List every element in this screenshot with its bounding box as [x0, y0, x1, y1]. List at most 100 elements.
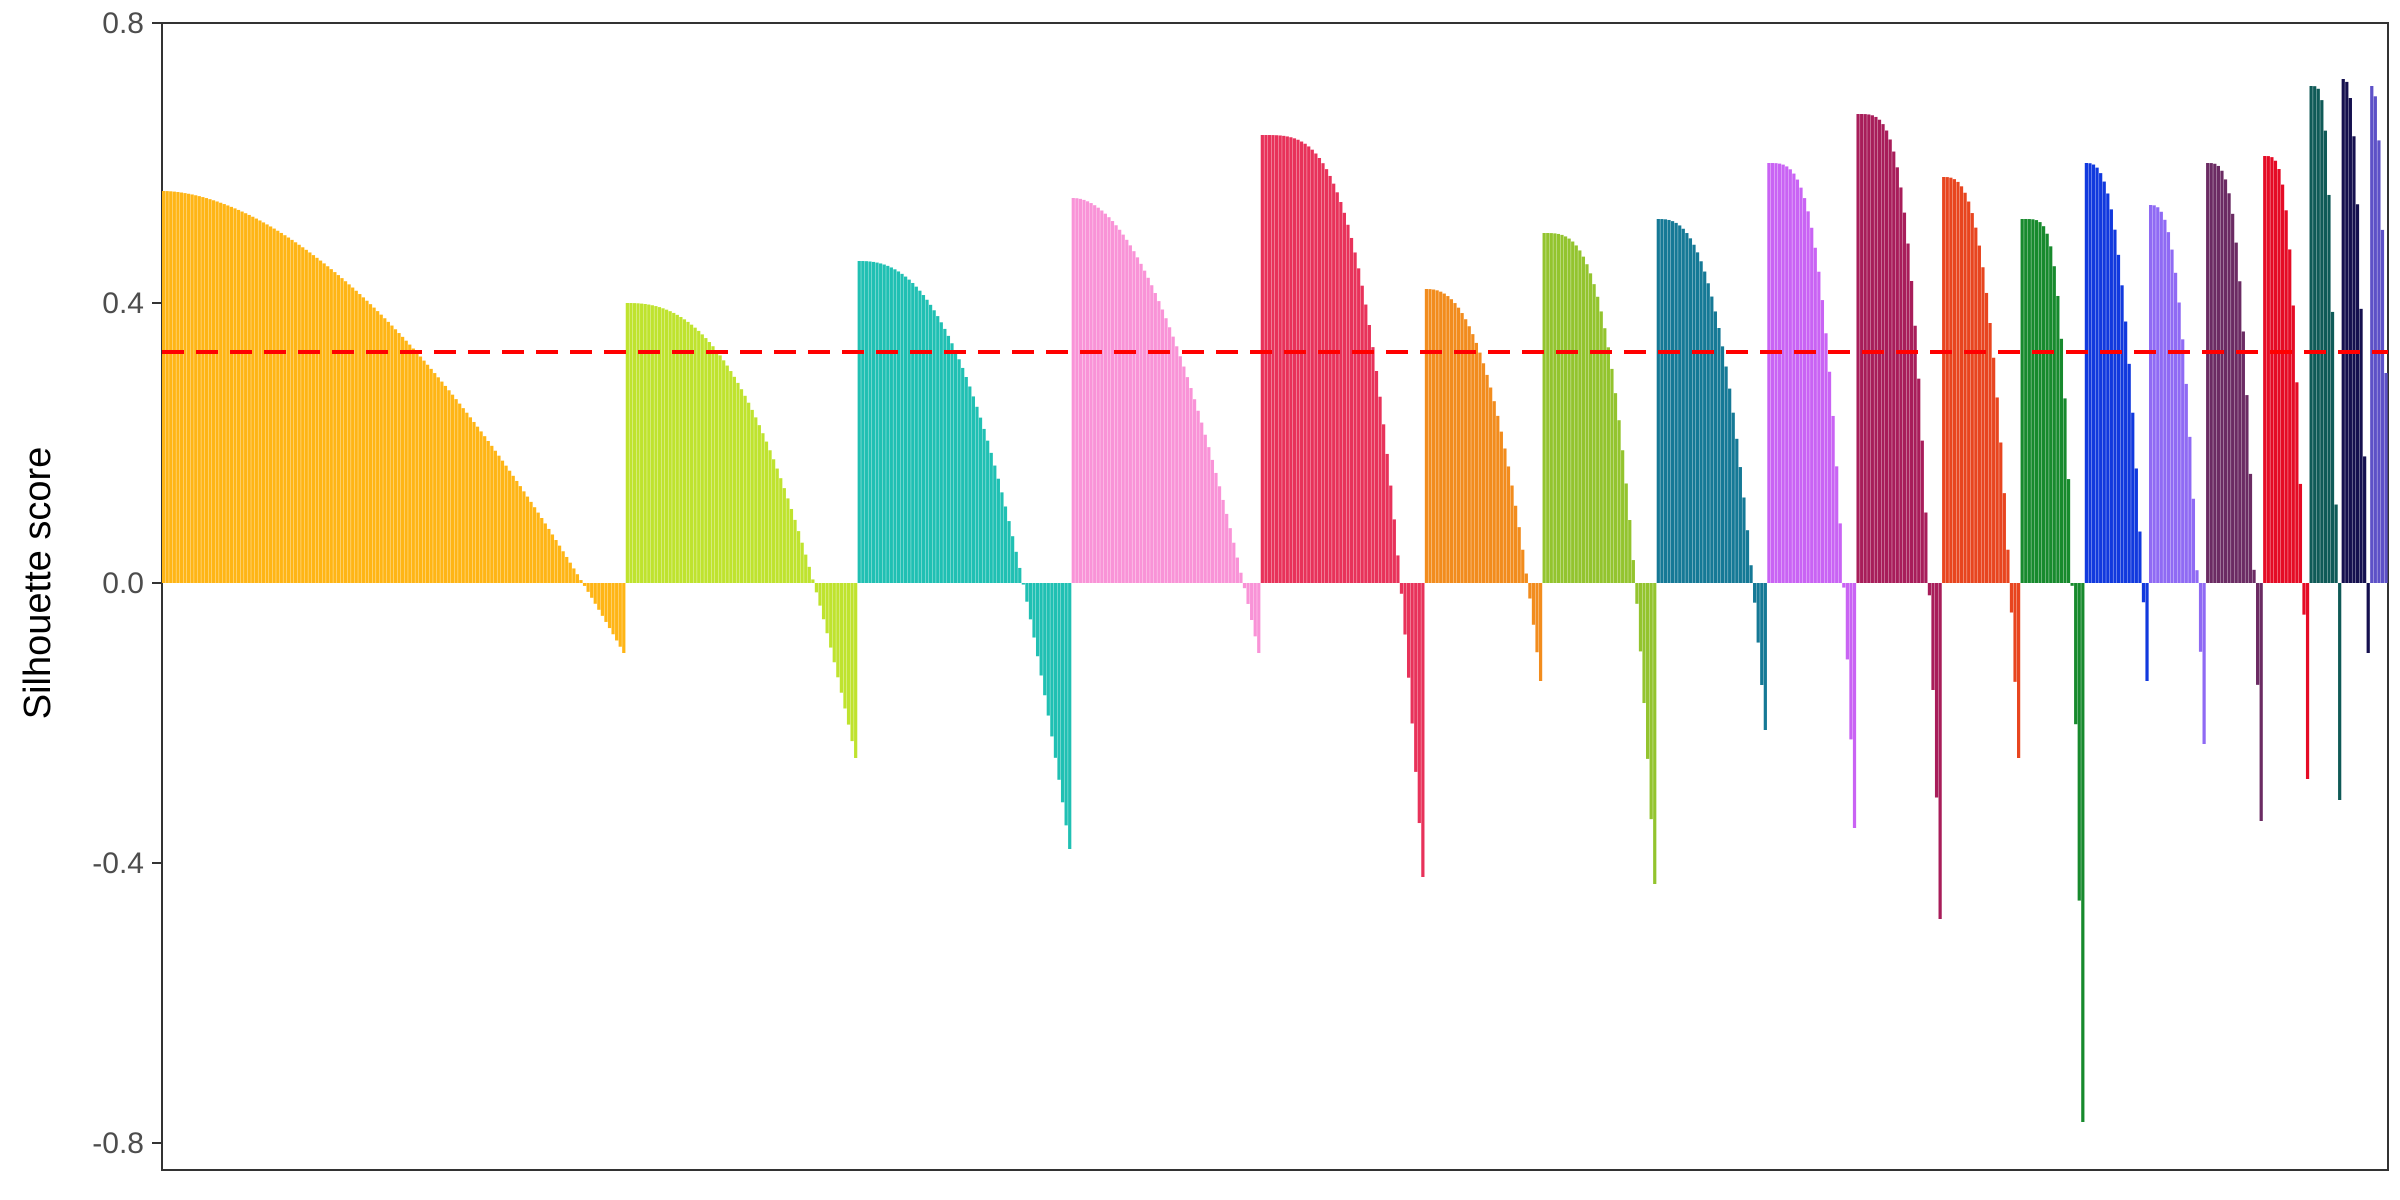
- bar-cluster-3: [1028, 583, 1033, 620]
- bar-cluster-1: [215, 201, 219, 583]
- bar-cluster-3: [871, 261, 876, 583]
- bar-cluster-14: [2202, 583, 2206, 744]
- bar-cluster-2: [786, 498, 790, 583]
- bar-cluster-1: [604, 583, 608, 622]
- bar-cluster-15: [2259, 583, 2263, 821]
- bar-cluster-10: [1856, 114, 1860, 583]
- bar-cluster-4: [1135, 257, 1140, 583]
- bar-cluster-11: [1949, 177, 1953, 584]
- bar-cluster-13: [2141, 583, 2146, 603]
- bar-cluster-5: [1307, 146, 1311, 583]
- bar-cluster-7: [1546, 233, 1550, 583]
- bar-cluster-4: [1125, 239, 1129, 583]
- bar-cluster-5: [1271, 135, 1275, 583]
- bar-cluster-4: [1257, 583, 1261, 653]
- bar-cluster-15: [2209, 163, 2213, 583]
- bar-cluster-6: [1506, 466, 1511, 583]
- bar-cluster-10: [1938, 583, 1942, 919]
- bar-cluster-9: [1849, 583, 1853, 740]
- bar-cluster-4: [1178, 356, 1182, 583]
- bar-cluster-3: [989, 452, 993, 583]
- bar-cluster-3: [900, 273, 904, 583]
- bar-cluster-8: [1728, 388, 1732, 583]
- bar-cluster-8: [1674, 222, 1678, 583]
- bar-cluster-1: [525, 496, 530, 583]
- bar-cluster-6: [1478, 352, 1482, 583]
- bar-cluster-13: [2099, 173, 2103, 583]
- bar-cluster-5: [1410, 583, 1414, 724]
- bar-cluster-10: [1913, 325, 1917, 583]
- bar-cluster-3: [886, 265, 890, 583]
- bar-cluster-4: [1235, 557, 1239, 583]
- bar-cluster-5: [1339, 202, 1343, 583]
- bar-cluster-4: [1221, 499, 1225, 583]
- bar-cluster-1: [211, 200, 216, 583]
- bar-cluster-1: [397, 333, 401, 583]
- bar-cluster-4: [1171, 336, 1175, 583]
- bar-cluster-1: [244, 213, 248, 583]
- bar-cluster-1: [301, 247, 305, 583]
- bar-cluster-10: [1917, 378, 1921, 583]
- bar-cluster-16: [2284, 210, 2288, 583]
- bar-cluster-5: [1310, 149, 1314, 583]
- bar-cluster-8: [1699, 261, 1703, 583]
- bar-cluster-6: [1460, 313, 1464, 583]
- bar-cluster-9: [1817, 271, 1821, 583]
- bar-cluster-3: [1025, 583, 1029, 602]
- bar-cluster-2: [843, 583, 847, 709]
- bar-cluster-1: [607, 583, 612, 629]
- bar-cluster-11: [1999, 442, 2003, 583]
- bar-cluster-11: [2006, 549, 2010, 583]
- bar-cluster-13: [2088, 163, 2092, 584]
- bar-cluster-8: [1724, 366, 1728, 583]
- bar-cluster-9: [1767, 163, 1771, 583]
- bar-cluster-10: [1863, 114, 1867, 583]
- bar-cluster-1: [336, 275, 341, 583]
- bar-cluster-4: [1217, 486, 1222, 583]
- bar-cluster-11: [1945, 177, 1949, 583]
- bar-cluster-3: [953, 351, 958, 583]
- bar-cluster-5: [1349, 237, 1354, 583]
- bar-cluster-18: [2366, 583, 2370, 653]
- bar-cluster-1: [468, 417, 473, 583]
- bar-cluster-1: [600, 583, 604, 616]
- bar-cluster-16: [2288, 249, 2292, 583]
- bar-cluster-3: [975, 406, 979, 583]
- bar-cluster-6: [1499, 431, 1503, 583]
- bar-cluster-18: [2352, 136, 2356, 583]
- bar-cluster-3: [957, 359, 961, 583]
- bar-cluster-10: [1934, 583, 1939, 798]
- bar-cluster-6: [1531, 583, 1536, 625]
- bar-cluster-5: [1378, 396, 1382, 583]
- bar-cluster-2: [764, 441, 769, 583]
- bar-cluster-3: [1011, 536, 1015, 583]
- bar-cluster-1: [568, 562, 572, 583]
- bar-cluster-10: [1892, 151, 1896, 584]
- bar-cluster-3: [1000, 492, 1004, 583]
- bar-cluster-6: [1424, 289, 1429, 583]
- bar-cluster-2: [668, 311, 672, 583]
- bar-cluster-6: [1474, 342, 1478, 583]
- bar-cluster-1: [572, 568, 576, 583]
- bar-cluster-1: [533, 507, 537, 583]
- bar-cluster-10: [1902, 212, 1907, 583]
- bar-cluster-13: [2091, 164, 2096, 584]
- bar-cluster-1: [554, 540, 558, 583]
- bar-cluster-8: [1713, 311, 1717, 583]
- bar-cluster-2: [793, 519, 797, 583]
- bar-cluster-3: [1057, 583, 1061, 780]
- bar-cluster-1: [165, 191, 169, 583]
- bar-cluster-5: [1392, 519, 1396, 583]
- bar-cluster-19: [2380, 229, 2385, 583]
- bar-cluster-16: [2305, 583, 2310, 779]
- bar-cluster-8: [1720, 346, 1725, 583]
- bar-cluster-9: [1806, 211, 1810, 583]
- bar-cluster-1: [504, 465, 508, 583]
- bar-cluster-1: [233, 208, 237, 583]
- bar-cluster-2: [732, 376, 736, 583]
- bar-cluster-12: [2038, 222, 2042, 583]
- bar-cluster-1: [593, 583, 597, 604]
- bar-cluster-4: [1239, 572, 1243, 583]
- bar-cluster-9: [1785, 166, 1789, 584]
- bar-cluster-9: [1795, 179, 1800, 583]
